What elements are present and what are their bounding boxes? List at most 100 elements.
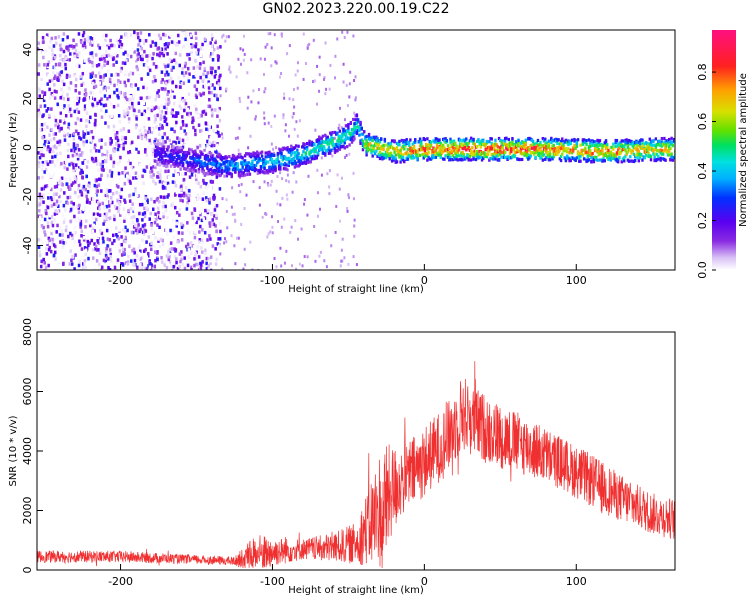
- heatmap-cell: [513, 150, 517, 155]
- heatmap-cell: [190, 45, 194, 49]
- heatmap-cell: [389, 141, 393, 145]
- heatmap-cell: [209, 152, 213, 156]
- heatmap-cell: [206, 190, 210, 194]
- heatmap-cell: [198, 155, 202, 159]
- heatmap-cell: [286, 157, 289, 161]
- heatmap-cell: [270, 160, 274, 164]
- heatmap-cell: [322, 140, 326, 144]
- heatmap-cell: [123, 170, 126, 174]
- heatmap-cell: [96, 222, 100, 227]
- heatmap-cell: [256, 154, 259, 159]
- heatmap-cell: [214, 121, 217, 126]
- heatmap-cell: [275, 61, 278, 65]
- heatmap-cell: [587, 146, 591, 150]
- heatmap-cell: [105, 166, 109, 171]
- heatmap-cell: [441, 145, 445, 149]
- heatmap-cell: [178, 99, 182, 104]
- heatmap-cell: [97, 248, 100, 252]
- heatmap-cell: [173, 169, 177, 173]
- heatmap-cell: [192, 125, 195, 130]
- heatmap-cell: [221, 136, 224, 140]
- heatmap-cell: [624, 148, 627, 152]
- heatmap-cell: [72, 165, 75, 170]
- heatmap-cell: [90, 156, 94, 161]
- heatmap-cell: [192, 75, 195, 79]
- heatmap-cell: [164, 204, 167, 209]
- heatmap-cell: [512, 153, 515, 157]
- heatmap-cell: [188, 189, 191, 193]
- heatmap-cell: [134, 171, 138, 175]
- heatmap-cell: [310, 157, 314, 161]
- heatmap-cell: [131, 220, 135, 225]
- heatmap-cell: [194, 31, 198, 36]
- heatmap-cell: [139, 249, 142, 253]
- heatmap-cell: [132, 121, 136, 126]
- heatmap-cell: [118, 44, 121, 49]
- heatmap-cell: [339, 137, 343, 141]
- heatmap-cell: [601, 158, 604, 162]
- heatmap-cell: [98, 138, 101, 143]
- heatmap-cell: [82, 89, 86, 94]
- heatmap-cell: [270, 153, 274, 157]
- heatmap-cell: [194, 47, 198, 52]
- heatmap-cell: [84, 170, 87, 174]
- heatmap-cell: [85, 200, 89, 204]
- heatmap-cell: [352, 34, 355, 38]
- heatmap-cell: [100, 248, 103, 252]
- heatmap-cell: [180, 212, 183, 217]
- heatmap-cell: [171, 218, 175, 223]
- heatmap-cell: [153, 74, 156, 79]
- heatmap-cell: [157, 163, 161, 167]
- heatmap-cell: [179, 167, 182, 171]
- heatmap-cell: [202, 60, 205, 65]
- heatmap-cell: [520, 141, 524, 145]
- heatmap-cell: [531, 151, 535, 155]
- chart-title: GN02.2023.220.00.19.C22: [262, 1, 450, 17]
- heatmap-cell: [199, 212, 202, 217]
- heatmap-cell: [501, 146, 504, 150]
- heatmap-cell: [195, 220, 198, 225]
- heatmap-cell: [100, 241, 104, 246]
- heatmap-cell: [214, 149, 217, 153]
- heatmap-cell: [154, 97, 157, 102]
- heatmap-cell: [216, 46, 220, 50]
- heatmap-cell: [45, 48, 48, 53]
- heatmap-cell: [55, 145, 58, 150]
- heatmap-cell: [96, 101, 99, 106]
- heatmap-cell: [53, 76, 56, 81]
- heatmap-cell: [161, 78, 164, 82]
- heatmap-cell: [117, 84, 120, 88]
- heatmap-cell: [198, 238, 202, 242]
- heatmap-cell: [40, 83, 43, 88]
- heatmap-cell: [282, 163, 286, 167]
- heatmap-cell: [64, 249, 67, 253]
- heatmap-cell: [259, 168, 263, 172]
- heatmap-cell: [529, 137, 532, 141]
- heatmap-cell: [161, 257, 165, 262]
- heatmap-cell: [217, 58, 220, 62]
- heatmap-cell: [287, 161, 291, 166]
- heatmap-cell: [306, 43, 309, 47]
- heatmap-cell: [131, 105, 135, 109]
- heatmap-cell: [221, 197, 224, 201]
- heatmap-cell: [124, 32, 128, 37]
- heatmap-cell: [126, 66, 129, 71]
- heatmap-cell: [328, 131, 332, 135]
- heatmap-cell: [450, 149, 453, 153]
- heatmap-cell: [297, 159, 300, 164]
- heatmap-cell: [428, 157, 432, 161]
- heatmap-cell: [582, 148, 586, 152]
- heatmap-cell: [576, 138, 580, 142]
- heatmap-cell: [135, 117, 138, 121]
- heatmap-cell: [213, 170, 216, 174]
- heatmap-cell: [143, 214, 147, 219]
- heatmap-cell: [190, 90, 194, 95]
- heatmap-cell: [542, 139, 546, 143]
- heatmap-cell: [280, 155, 283, 159]
- heatmap-cell: [426, 147, 429, 151]
- heatmap-cell: [60, 123, 64, 127]
- heatmap-cell: [92, 212, 96, 216]
- heatmap-cell: [367, 137, 371, 141]
- heatmap-cell: [392, 158, 395, 162]
- heatmap-cell: [264, 159, 267, 163]
